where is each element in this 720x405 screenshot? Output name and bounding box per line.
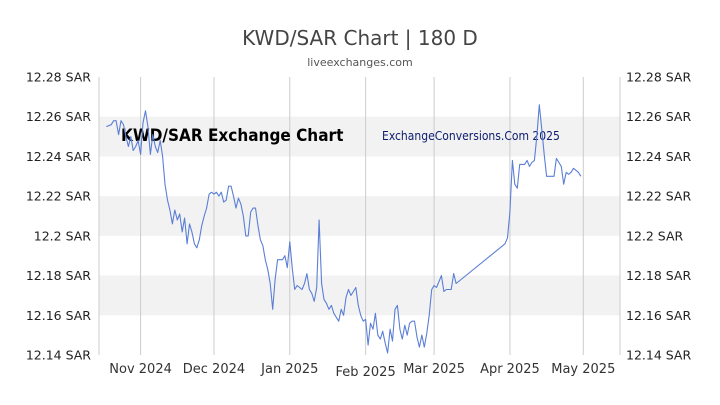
x-tick-label: May 2025	[551, 362, 615, 377]
y-tick-label-left: 12.18 SAR	[26, 268, 91, 283]
band-5	[99, 116, 620, 157]
x-tick-label: Jan 2025	[260, 362, 318, 377]
watermark-right: ExchangeConversions.Com 2025	[382, 129, 560, 143]
series-layer	[106, 104, 582, 354]
band-3	[99, 196, 620, 236]
y-tick-label-right: 12.24 SAR	[626, 149, 691, 164]
chart-subtitle: liveexchanges.com	[307, 56, 413, 69]
x-tick-label: Dec 2024	[183, 362, 245, 377]
series-line-0	[106, 104, 582, 354]
y-tick-label-right: 12.26 SAR	[626, 109, 691, 124]
y-tick-label-left: 12.22 SAR	[26, 189, 91, 204]
x-tick-label: Apr 2025	[480, 362, 540, 377]
y-tick-label-left: 12.24 SAR	[26, 149, 91, 164]
alternating-bands	[99, 116, 620, 316]
x-tick-label: Feb 2025	[335, 365, 395, 380]
y-tick-label-right: 12.18 SAR	[626, 268, 691, 283]
y-tick-label-right: 12.22 SAR	[626, 189, 691, 204]
vertical-gridlines	[140, 77, 584, 355]
chart-title: KWD/SAR Chart | 180 D	[242, 26, 478, 50]
x-axis-labels: Nov 2024 Dec 2024 Jan 2025 Feb 2025 Mar 2025…	[109, 362, 615, 380]
y-tick-label-left: 12.14 SAR	[26, 348, 91, 363]
y-tick-label-right: 12.16 SAR	[626, 308, 691, 323]
y-tick-label-left: 12.26 SAR	[26, 109, 91, 124]
x-tick-label: Nov 2024	[109, 362, 172, 377]
x-tick-label: Mar 2025	[403, 362, 465, 377]
y-axis-labels: 12.28 SAR 12.28 SAR 12.26 SAR 12.26 SAR 12.2…	[26, 70, 692, 363]
y-tick-label-right: 12.14 SAR	[626, 348, 691, 363]
watermark-left: KWD/SAR Exchange Chart	[121, 126, 343, 146]
y-tick-label-left: 12.16 SAR	[26, 308, 91, 323]
y-tick-label-right: 12.28 SAR	[626, 70, 691, 85]
y-tick-label-left: 12.2 SAR	[34, 228, 92, 243]
chart-axes	[98, 77, 621, 355]
y-tick-label-right: 12.2 SAR	[626, 228, 684, 243]
y-tick-label-left: 12.28 SAR	[26, 70, 91, 85]
